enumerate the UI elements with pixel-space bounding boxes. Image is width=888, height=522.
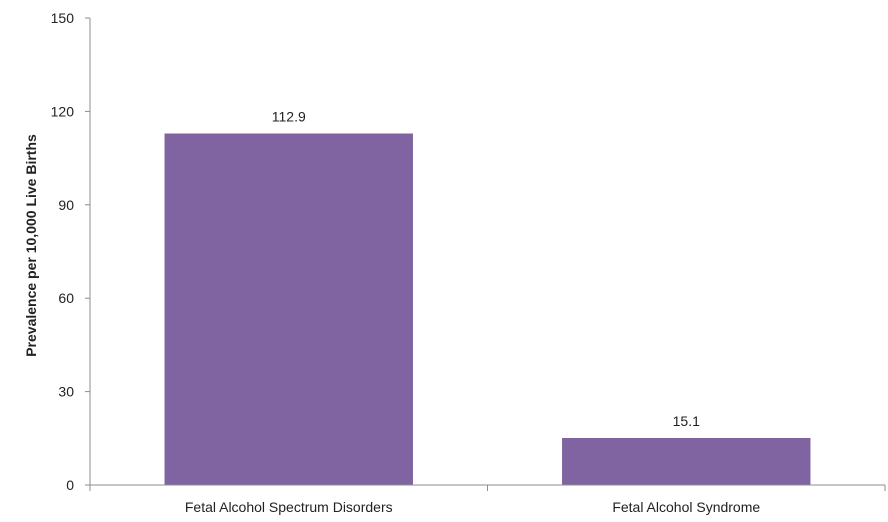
y-tick-label: 90 — [58, 197, 74, 213]
y-axis-title: Prevalence per 10,000 Live Births — [23, 134, 39, 357]
labels-layer: 0 30 60 90 120 150 112.9 Fetal Alcohol Spectrum… — [51, 10, 761, 515]
y-tick-label: 60 — [58, 290, 74, 306]
y-tick-label: 150 — [51, 10, 75, 26]
y-tick-label: 30 — [58, 384, 74, 400]
y-tick-label: 120 — [51, 103, 75, 119]
x-category-label: Fetal Alcohol Syndrome — [612, 499, 760, 515]
data-label: 15.1 — [673, 413, 700, 429]
y-tick-label: 0 — [66, 477, 74, 493]
bar — [164, 133, 413, 485]
bar — [562, 437, 811, 485]
data-label: 112.9 — [272, 109, 306, 125]
x-category-label: Fetal Alcohol Spectrum Disorders — [185, 499, 393, 515]
axes-layer — [85, 17, 886, 491]
bars-layer — [164, 133, 811, 485]
